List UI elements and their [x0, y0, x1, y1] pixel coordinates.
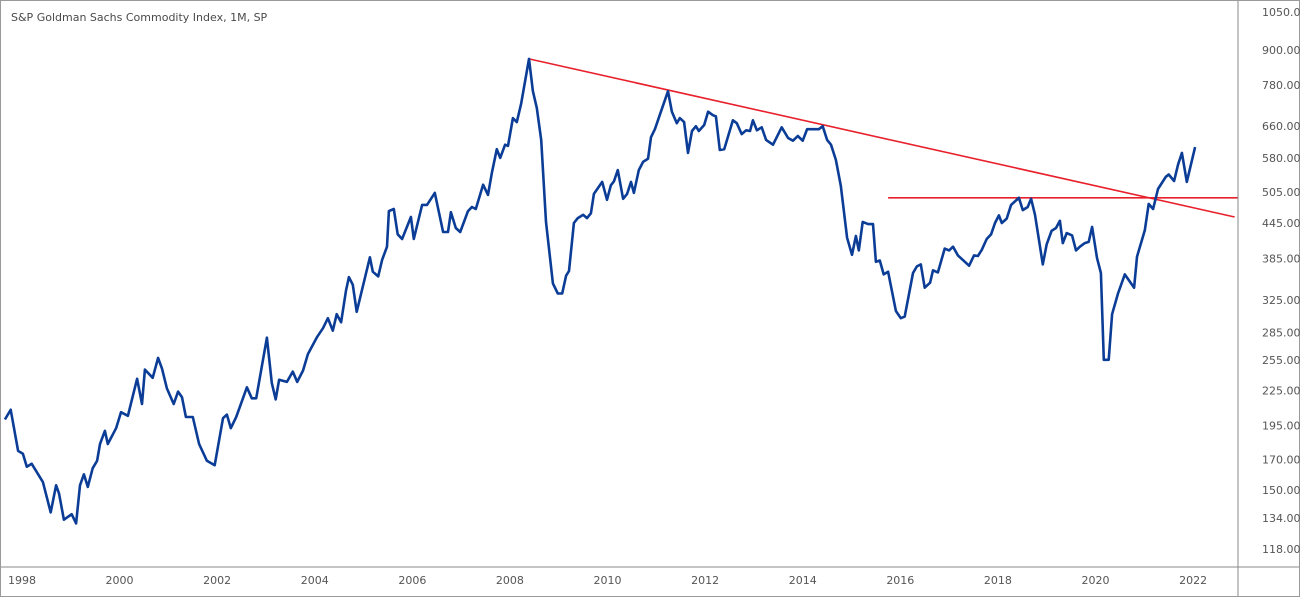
x-tick-label: 2002 — [203, 574, 231, 587]
y-tick-label: 225.00 — [1262, 385, 1300, 398]
y-tick-label: 900.00 — [1262, 44, 1300, 57]
y-tick-label: 195.00 — [1262, 420, 1300, 433]
series-line — [3, 57, 1197, 525]
x-tick-label: 2016 — [886, 574, 914, 587]
y-tick-label: 325.00 — [1262, 294, 1300, 307]
x-tick-label: 1998 — [8, 574, 36, 587]
x-tick-label: 2022 — [1179, 574, 1207, 587]
y-tick-label: 170.00 — [1262, 453, 1300, 466]
x-tick-label: 2004 — [301, 574, 329, 587]
y-tick-label: 134.00 — [1262, 512, 1300, 525]
x-tick-label: 2006 — [398, 574, 426, 587]
x-tick-label: 2000 — [106, 574, 134, 587]
y-tick-label: 118.00 — [1262, 543, 1300, 556]
y-tick-label: 1050.00 — [1262, 6, 1300, 19]
y-tick-label: 580.00 — [1262, 152, 1300, 165]
y-tick-label: 150.00 — [1262, 484, 1300, 497]
x-tick-label: 2010 — [594, 574, 622, 587]
y-tick-label: 660.00 — [1262, 120, 1300, 133]
y-tick-label: 285.00 — [1262, 326, 1300, 339]
x-tick-label: 2018 — [984, 574, 1012, 587]
y-tick-label: 385.00 — [1262, 253, 1300, 266]
chart-title: S&P Goldman Sachs Commodity Index, 1M, S… — [11, 11, 268, 24]
y-tick-label: 445.00 — [1262, 217, 1300, 230]
y-tick-label: 255.00 — [1262, 354, 1300, 367]
y-tick-label: 780.00 — [1262, 79, 1300, 92]
descending-resistance-line — [528, 58, 1235, 218]
x-tick-label: 2014 — [789, 574, 817, 587]
x-tick-label: 2012 — [691, 574, 719, 587]
y-tick-label: 505.00 — [1262, 186, 1300, 199]
x-tick-label: 2008 — [496, 574, 524, 587]
x-tick-label: 2020 — [1082, 574, 1110, 587]
